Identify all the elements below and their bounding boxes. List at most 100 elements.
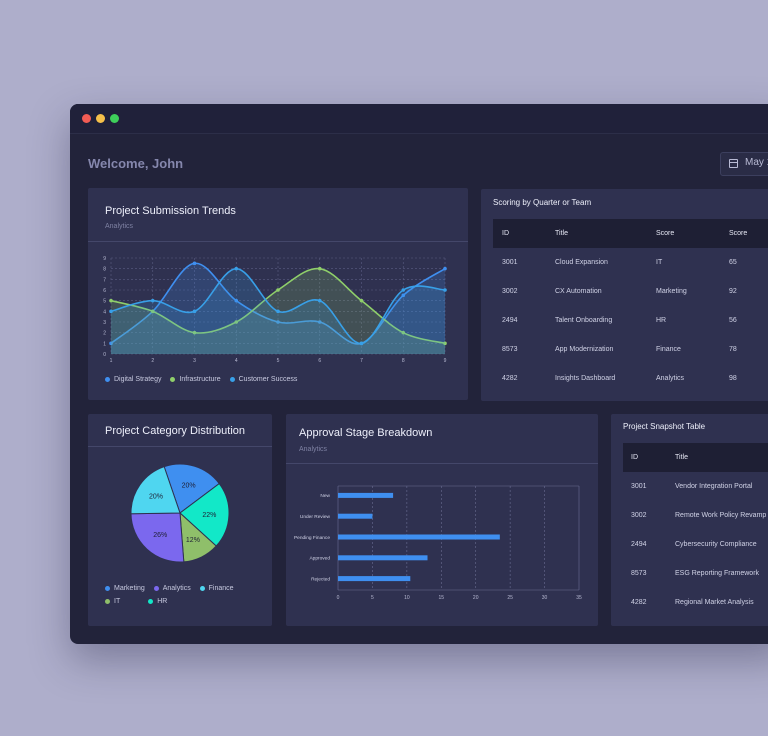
x-tick-label: 15 (439, 595, 445, 601)
y-tick-label: 3 (103, 320, 106, 326)
legend-label: Marketing (114, 585, 145, 592)
maximize-window-button[interactable] (110, 114, 119, 123)
table-cell: Marketing (656, 288, 687, 295)
data-point (443, 266, 447, 271)
table-cell: 8573 (631, 570, 647, 577)
series-area (111, 268, 445, 354)
table-header-row: ID Title (623, 443, 768, 472)
trends-legend: Digital Strategy Infrastructure Customer… (105, 376, 304, 383)
table-row[interactable]: 3002 CX Automation Marketing 92 (493, 277, 768, 306)
table-cell: Cybersecurity Compliance (675, 541, 757, 548)
category-pie-chart: 20% 22% 12% 26% 20% (130, 463, 230, 563)
table-cell: Remote Work Policy Revamp (675, 512, 767, 519)
minimize-window-button[interactable] (96, 114, 105, 123)
data-point (443, 288, 447, 292)
x-tick-label: 6 (318, 358, 321, 364)
snapshot-panel: Project Snapshot Table ID Title 3001 Ven… (611, 414, 768, 626)
table-cell: 3002 (502, 288, 518, 295)
x-tick-label: 9 (444, 358, 447, 364)
column-header-score[interactable]: Score (729, 219, 768, 248)
table-cell: ESG Reporting Framework (675, 570, 760, 577)
table-cell: Regional Market Analysis (675, 599, 754, 606)
panel-divider (88, 446, 272, 447)
data-point (359, 298, 364, 303)
table-cell: Analytics (656, 375, 685, 382)
legend-label: Digital Strategy (114, 376, 162, 383)
table-header-row: ID Title Score Score (493, 219, 768, 248)
bar (338, 492, 394, 498)
legend-label: Infrastructure (179, 376, 221, 383)
table-cell: Talent Onboarding (555, 317, 613, 324)
y-tick-label: 0 (103, 352, 106, 358)
legend-swatch (229, 376, 235, 382)
legend-swatch (105, 585, 110, 591)
scoring-panel: Scoring by Quarter or Team ID Title Scor… (481, 189, 768, 401)
category-label: Pending Finance (294, 535, 330, 541)
legend-item-it: IT (105, 595, 120, 608)
slice-label: 20% (182, 482, 196, 489)
table-cell: IT (656, 259, 663, 266)
dashboard-window: Welcome, John May 1 Project Submission T… (70, 104, 768, 644)
table-cell: 4282 (502, 375, 518, 382)
x-tick-label: 30 (542, 595, 548, 601)
table-row[interactable]: 4282 Regional Market Analysis (623, 588, 768, 617)
column-header-id[interactable]: ID (493, 219, 555, 248)
y-tick-label: 9 (103, 256, 106, 262)
welcome-heading: Welcome, John (88, 156, 184, 171)
panel-title: Approval Stage Breakdown (299, 427, 433, 439)
data-point (276, 288, 280, 292)
legend-item-infrastructure: Infrastructure (170, 376, 221, 383)
data-point (317, 266, 322, 271)
legend-item-marketing: Marketing (105, 582, 145, 595)
x-tick-label: 5 (371, 595, 374, 601)
table-cell: Cloud Expansion (555, 259, 608, 266)
x-tick-label: 25 (507, 595, 513, 601)
column-header-title[interactable]: Title (555, 219, 656, 248)
table-row[interactable]: 3001 Cloud Expansion IT 65 (493, 248, 768, 277)
table-cell: CX Automation (555, 288, 602, 295)
legend-item-hr: HR (148, 595, 167, 608)
y-tick-label: 2 (103, 331, 106, 337)
x-tick-label: 20 (473, 595, 479, 601)
category-distribution-panel: Project Category Distribution 20% 22% 12% 2… (88, 414, 272, 626)
table-cell: 78 (729, 346, 737, 353)
panel-title: Project Snapshot Table (623, 422, 706, 431)
date-picker-button[interactable]: May 1 (720, 152, 768, 176)
x-tick-label: 3 (193, 358, 196, 364)
column-header-id[interactable]: ID (623, 443, 675, 472)
panel-divider (88, 241, 468, 242)
table-row[interactable]: 4282 Insights Dashboard Analytics 98 (493, 364, 768, 393)
table-row[interactable]: 2494 Talent Onboarding HR 56 (493, 306, 768, 335)
table-row[interactable]: 2494 Cybersecurity Compliance (623, 530, 768, 559)
data-point (401, 293, 406, 298)
data-point (192, 330, 197, 335)
table-cell: Vendor Integration Portal (675, 483, 753, 490)
table-row[interactable]: 3001 Vendor Integration Portal (623, 472, 768, 501)
table-row[interactable]: 8573 ESG Reporting Framework (623, 559, 768, 588)
category-label: Approved (309, 556, 330, 562)
table-cell: 2494 (631, 541, 647, 548)
slice-label: 26% (153, 532, 167, 539)
data-point (109, 341, 113, 346)
y-tick-label: 1 (103, 341, 106, 347)
data-point (234, 298, 239, 303)
data-point (192, 261, 197, 266)
table-row[interactable]: 8573 App Modernization Finance 78 (493, 335, 768, 364)
y-tick-label: 6 (103, 288, 106, 294)
category-label: Under Review (300, 514, 331, 520)
data-point (150, 309, 155, 314)
data-point (443, 341, 447, 346)
table-cell: 3002 (631, 512, 647, 519)
category-label: New (320, 493, 330, 499)
legend-item-customer-success: Customer Success (229, 376, 297, 383)
x-tick-label: 7 (360, 358, 363, 364)
slice-label: 22% (202, 512, 216, 519)
table-cell: App Modernization (555, 346, 614, 353)
table-row[interactable]: 3002 Remote Work Policy Revamp (623, 501, 768, 530)
x-tick-label: 0 (337, 595, 340, 601)
column-header-title[interactable]: Title (675, 443, 768, 472)
column-header-score[interactable]: Score (656, 219, 729, 248)
close-window-button[interactable] (82, 114, 91, 123)
